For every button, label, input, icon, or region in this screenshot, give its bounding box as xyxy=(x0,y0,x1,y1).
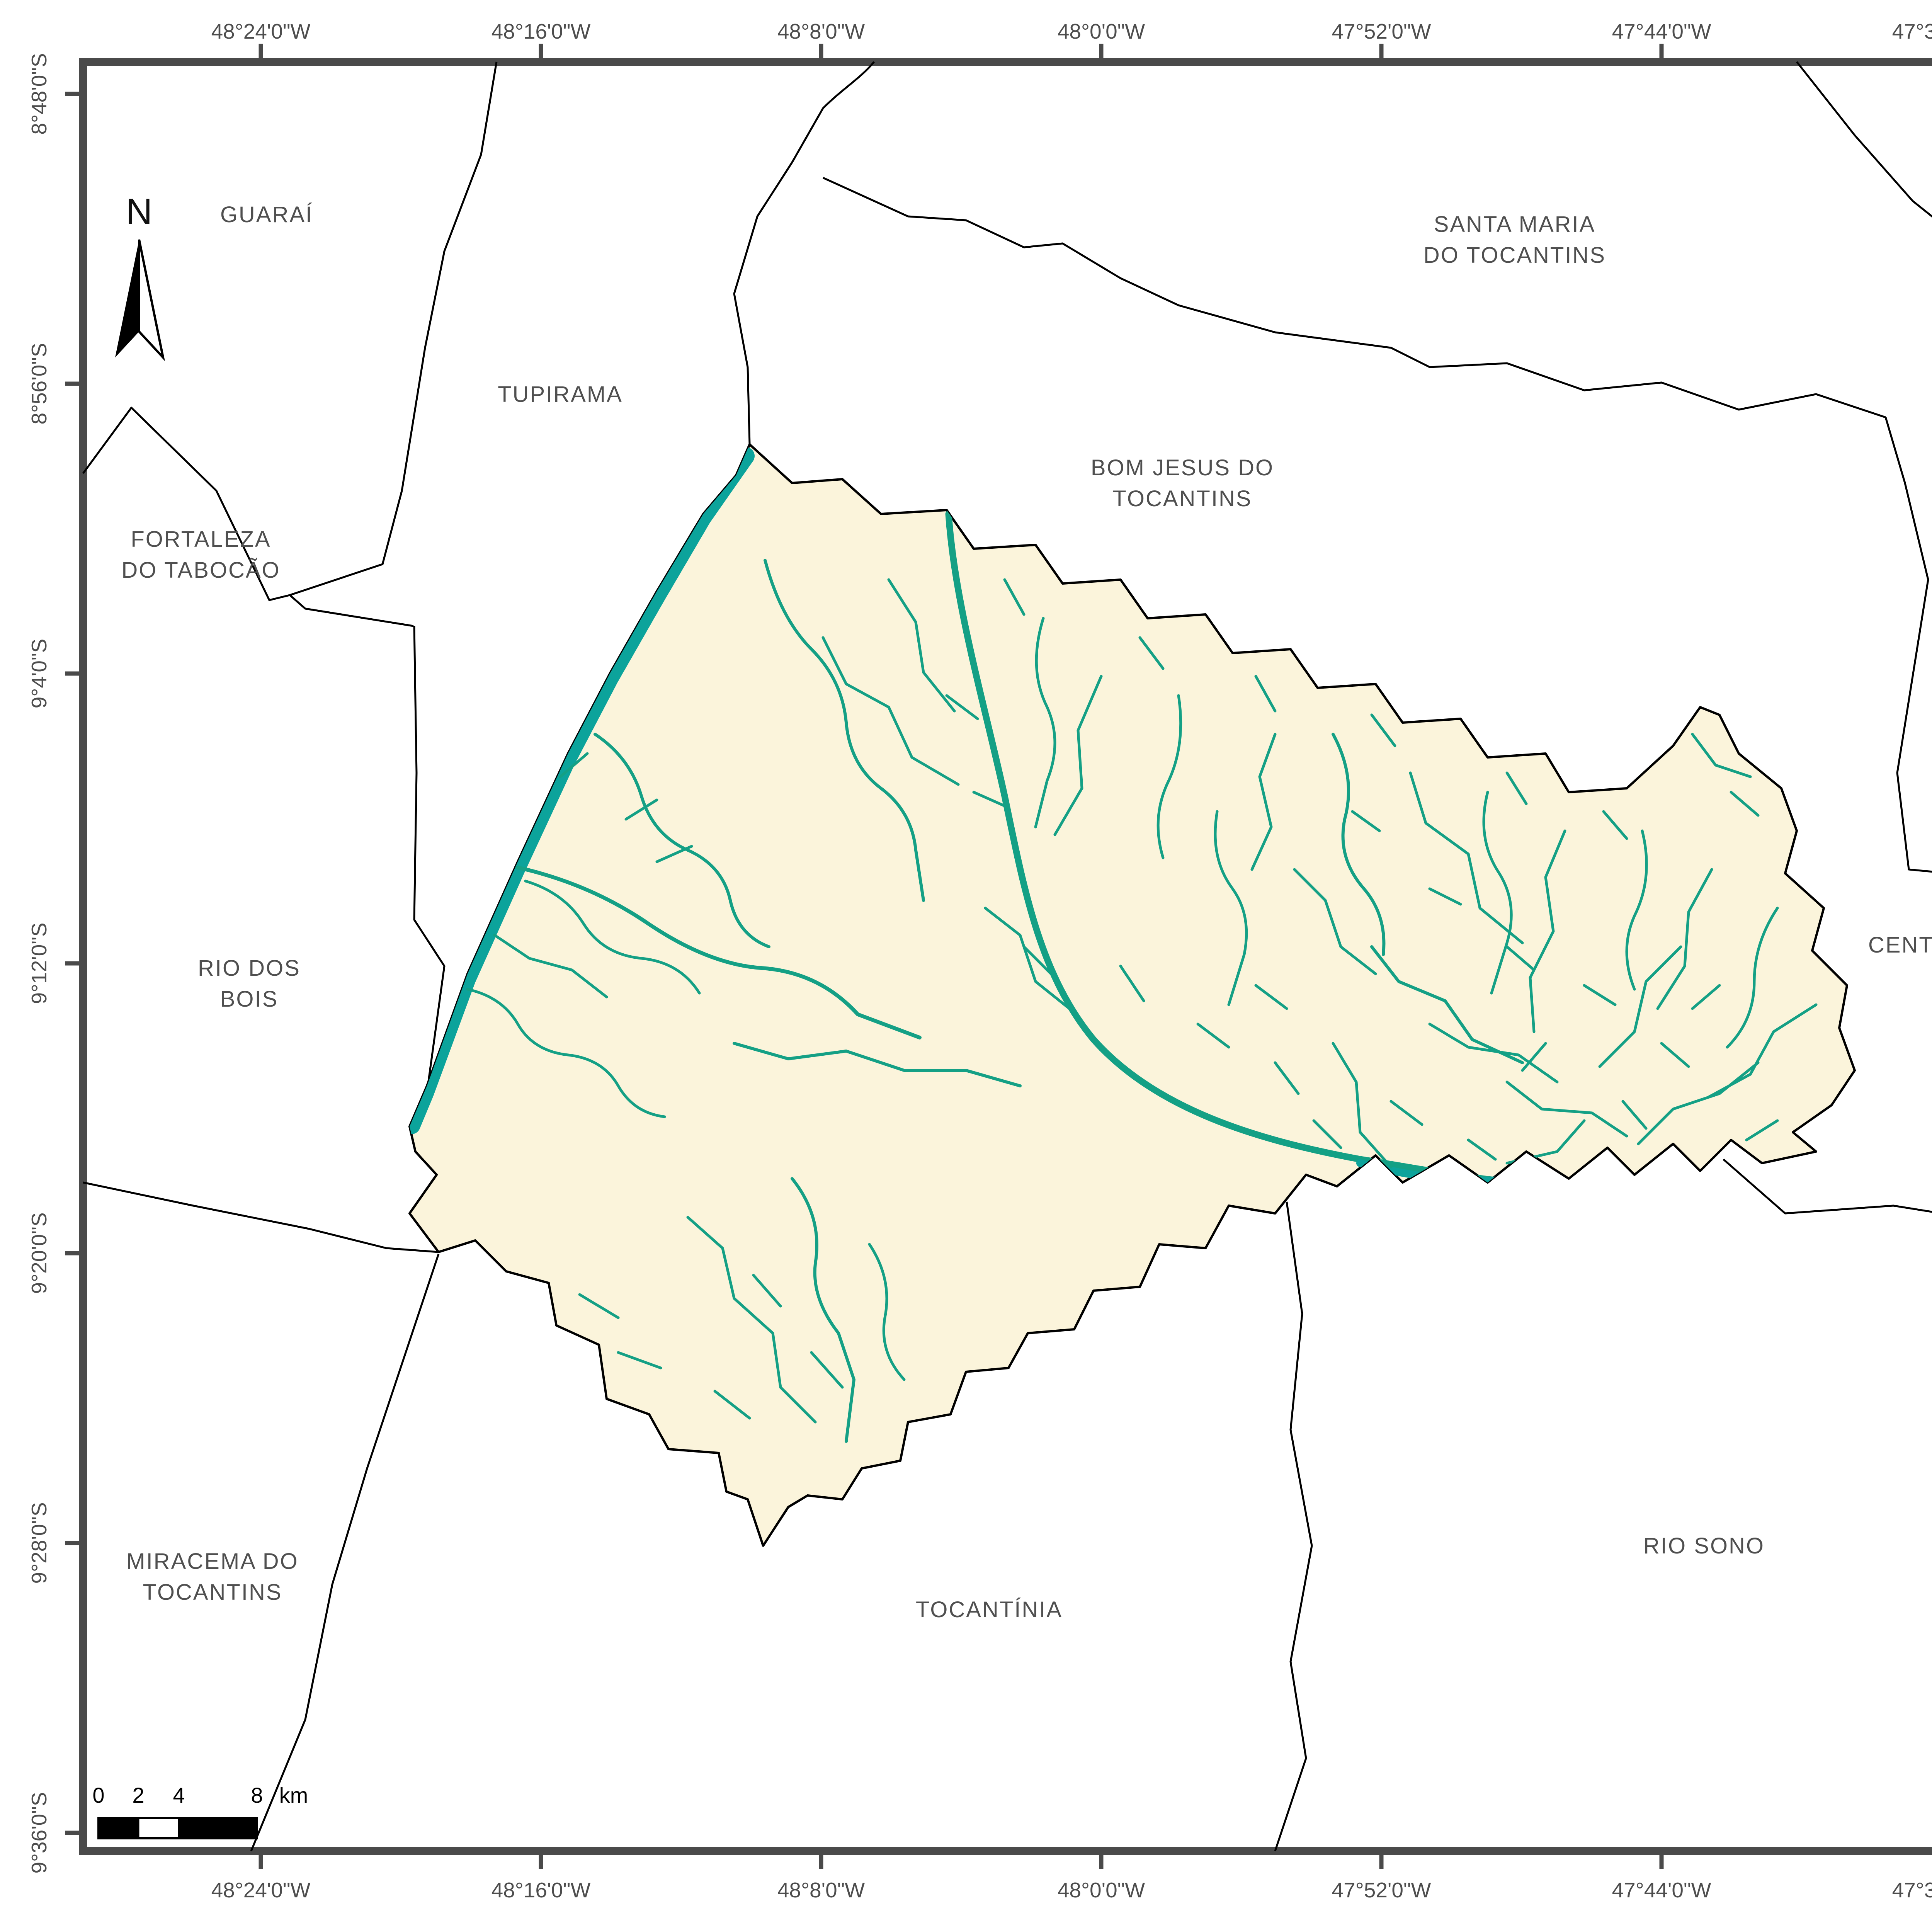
map-label-tupirama: TUPIRAMA xyxy=(498,382,623,407)
scale-tick: 4 xyxy=(173,1783,185,1807)
top-ticks xyxy=(259,44,1664,61)
bottom-ticks xyxy=(259,1852,1664,1869)
map-label-santamaria: DO TOCANTINS xyxy=(1423,243,1606,268)
lon-label: 47°44'0"W xyxy=(1612,19,1711,43)
lon-label: 48°8'0"W xyxy=(777,1878,865,1902)
map-label-bomjesus: BOM JESUS DO xyxy=(1091,455,1274,480)
lon-label: 48°16'0"W xyxy=(492,1878,591,1902)
lon-label: 47°36'0"W xyxy=(1892,1878,1932,1902)
map-label-fortaleza: DO TABOCÃO xyxy=(121,558,280,583)
scale-tick: 0 xyxy=(92,1783,104,1807)
map-label-riodosbois: BOIS xyxy=(220,987,279,1012)
lat-label: 9°4'0"S xyxy=(27,639,51,708)
lon-label: 48°0'0"W xyxy=(1058,19,1145,43)
municipal-boundaries xyxy=(82,61,1932,1851)
map-label-santamaria: SANTA MARIA xyxy=(1434,212,1596,237)
lon-label: 48°8'0"W xyxy=(777,19,865,43)
map-label-centenario: CENTENÁRIO xyxy=(1868,932,1932,958)
lon-label: 47°52'0"W xyxy=(1332,19,1431,43)
lat-label: 9°36'0"S xyxy=(27,1792,51,1873)
north-label: N xyxy=(126,191,153,232)
scale-bar: 0 2 4 8 km xyxy=(92,1783,308,1839)
lat-label: 9°12'0"S xyxy=(27,922,51,1004)
lon-label: 48°16'0"W xyxy=(492,19,591,43)
lat-label: 8°48'0"S xyxy=(27,53,51,134)
map-label-miracema: MIRACEMA DO xyxy=(126,1549,299,1574)
map-label-riosono: RIO SONO xyxy=(1643,1533,1765,1558)
lon-label: 48°24'0"W xyxy=(211,1878,311,1902)
scale-tick: 8 xyxy=(251,1783,263,1807)
map-label-riodosbois: RIO DOS xyxy=(198,956,301,981)
map-label-bomjesus: TOCANTINS xyxy=(1112,486,1252,511)
lon-label: 48°24'0"W xyxy=(211,19,311,43)
lon-label: 47°44'0"W xyxy=(1612,1878,1711,1902)
scale-tick: 2 xyxy=(132,1783,144,1807)
map-label-miracema: TOCANTINS xyxy=(143,1580,282,1605)
left-ticks xyxy=(65,92,82,1835)
north-arrow-icon: N xyxy=(115,191,165,361)
map-label-tocantinia: TOCANTÍNIA xyxy=(916,1597,1063,1622)
map-label-fortaleza: FORTALEZA xyxy=(131,527,271,552)
lon-label: 47°36'0"W xyxy=(1892,19,1932,43)
map-label-guarai: GUARAÍ xyxy=(220,202,313,227)
lon-label: 48°0'0"W xyxy=(1058,1878,1145,1902)
lat-label: 9°20'0"S xyxy=(27,1212,51,1294)
lon-label: 47°52'0"W xyxy=(1332,1878,1431,1902)
pedro-afonso-polygon xyxy=(408,443,1856,1547)
app-network xyxy=(410,447,1818,1443)
lat-label: 8°56'0"S xyxy=(27,343,51,424)
lat-label: 9°28'0"S xyxy=(27,1502,51,1584)
scale-unit: km xyxy=(279,1783,308,1807)
